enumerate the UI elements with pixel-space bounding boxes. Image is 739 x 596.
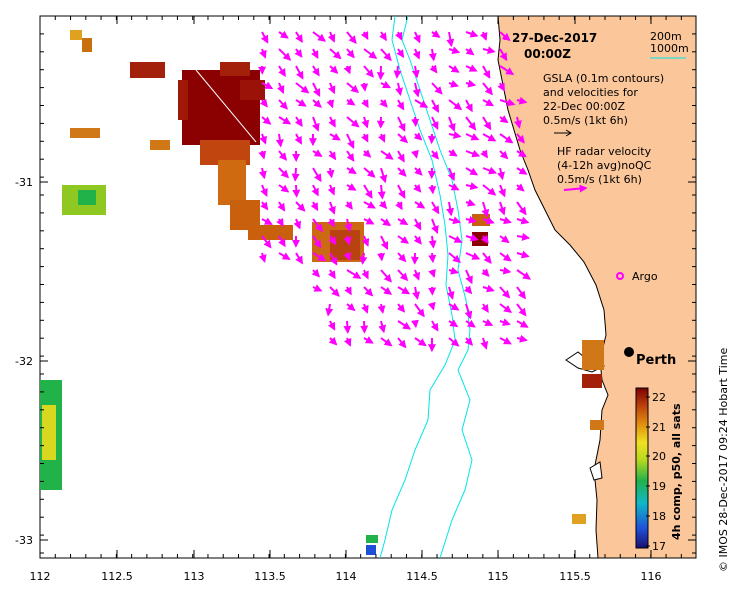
hf-velocity-arrow: [432, 304, 433, 309]
y-tick-label: -33: [15, 534, 33, 547]
date-marker: [503, 36, 507, 40]
colorbar-tick-label: 22: [652, 391, 666, 404]
hf-velocity-arrow: [397, 66, 398, 77]
perth-label: Perth: [636, 353, 676, 368]
argo-label: Argo: [632, 270, 658, 283]
colorbar-tick-label: 17: [652, 540, 666, 553]
x-tick-label: 115.5: [559, 570, 591, 583]
hf-velocity-arrow: [381, 185, 382, 198]
hf-velocity-arrow: [295, 168, 296, 180]
x-tick-label: 113.5: [254, 570, 286, 583]
hf-velocity-arrow: [432, 185, 433, 193]
x-tick-label: 112: [30, 570, 51, 583]
hf-velocity-arrow: [364, 83, 365, 90]
x-tick-label: 116: [641, 570, 662, 583]
gsla-line-1: GSLA (0.1m contours): [543, 72, 664, 85]
colorbar-tick-label: 21: [652, 421, 666, 434]
x-tick-label: 114.5: [406, 570, 438, 583]
gsla-line-3: 22-Dec 00:00Z: [543, 100, 625, 113]
hf-velocity-arrow: [364, 321, 365, 332]
hf-velocity-arrow: [347, 321, 348, 332]
colorbar: [636, 388, 648, 548]
hf-velocity-arrow: [381, 253, 382, 260]
imos-credit: © IMOS 28-Dec-2017 09:24 Hobart Time: [717, 348, 730, 572]
y-tick-label: -31: [15, 176, 33, 189]
x-tick-labels: 112 112.5 113 113.5 114 114.5 115 115.5 …: [30, 570, 662, 583]
gsla-line-4: 0.5m/s (1kt 6h): [543, 114, 628, 127]
hf-velocity-arrow: [432, 236, 433, 247]
contour-legend-1000m: 1000m: [650, 42, 689, 55]
colorbar-tick-label: 19: [652, 480, 666, 493]
y-tick-label: -32: [15, 355, 33, 368]
hf-line-2: (4-12h avg)noQC: [557, 159, 652, 172]
x-tick-label: 114: [336, 570, 357, 583]
perth-marker: [624, 347, 634, 357]
colorbar-tick-label: 18: [652, 510, 666, 523]
colorbar-tick-label: 20: [652, 450, 666, 463]
hf-velocity-arrow: [415, 321, 416, 327]
x-tick-label: 115: [488, 570, 509, 583]
y-tick-labels: -31 -32 -33: [15, 176, 33, 547]
colorbar-label: 4h comp, p50, all sats: [670, 403, 683, 540]
hf-line-3: 0.5m/s (1kt 6h): [557, 173, 642, 186]
hf-velocity-arrow: [296, 185, 297, 196]
hf-line-1: HF radar velocity: [557, 145, 652, 158]
hf-velocity-arrow: [432, 253, 433, 262]
x-tick-label: 113: [184, 570, 205, 583]
time-label: 00:00Z: [524, 47, 571, 61]
date-label: 27-Dec-2017: [512, 31, 597, 45]
gsla-line-2: and velocities for: [543, 86, 638, 99]
x-tick-label: 112.5: [101, 570, 133, 583]
hf-velocity-arrow: [415, 117, 416, 125]
